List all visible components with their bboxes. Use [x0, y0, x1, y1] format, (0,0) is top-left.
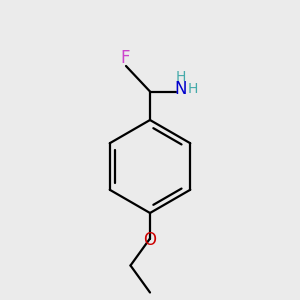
- Text: O: O: [143, 231, 157, 249]
- Text: H: H: [188, 82, 198, 96]
- Text: N: N: [175, 80, 187, 98]
- Text: F: F: [120, 49, 130, 67]
- Text: H: H: [176, 70, 186, 84]
